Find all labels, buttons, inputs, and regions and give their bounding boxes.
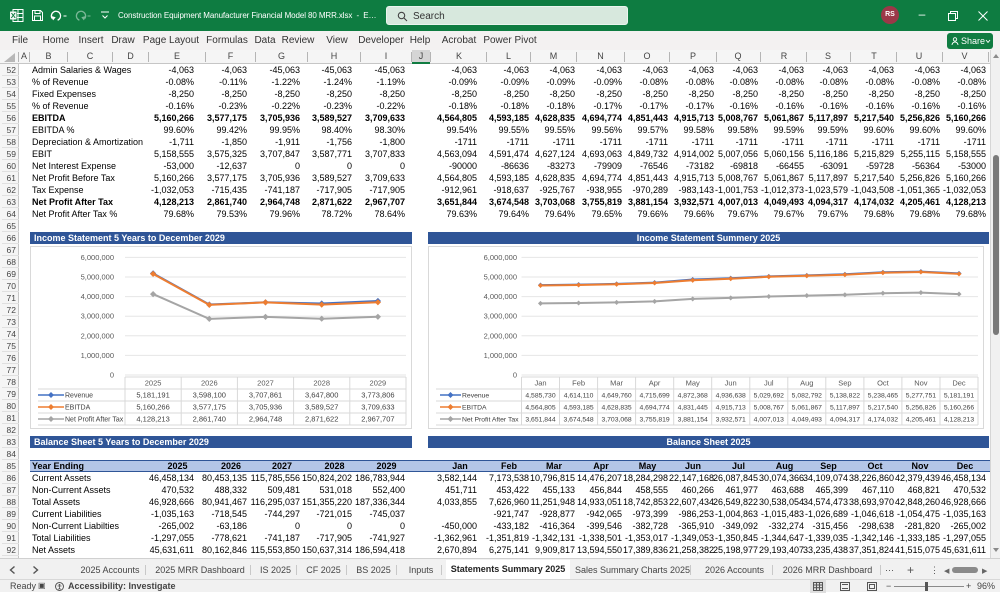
- svg-text:5,238,465: 5,238,465: [868, 393, 898, 400]
- svg-text:3,577,175: 3,577,175: [193, 403, 226, 412]
- svg-text:Jul: Jul: [764, 379, 774, 388]
- svg-text:4,174,032: 4,174,032: [868, 417, 898, 424]
- svg-text:4,564,805: 4,564,805: [525, 405, 555, 412]
- svg-text:3,932,571: 3,932,571: [716, 417, 746, 424]
- svg-text:May: May: [686, 379, 700, 388]
- svg-text:5,061,867: 5,061,867: [792, 405, 822, 412]
- svg-text:2026: 2026: [201, 379, 218, 388]
- svg-text:Revenue: Revenue: [462, 393, 489, 400]
- svg-text:4,007,013: 4,007,013: [754, 417, 784, 424]
- svg-text:Jun: Jun: [725, 379, 737, 388]
- svg-text:0: 0: [513, 371, 517, 380]
- svg-text:1,000,000: 1,000,000: [484, 351, 517, 360]
- svg-text:4,000,000: 4,000,000: [484, 292, 517, 301]
- svg-text:6,000,000: 6,000,000: [81, 253, 114, 262]
- svg-text:2028: 2028: [313, 379, 330, 388]
- svg-text:4,831,445: 4,831,445: [678, 405, 708, 412]
- svg-text:4,715,699: 4,715,699: [639, 393, 669, 400]
- svg-text:6,000,000: 6,000,000: [484, 253, 517, 262]
- svg-text:Net Profit After Tax: Net Profit After Tax: [65, 417, 124, 424]
- svg-text:Net Profit After Tax: Net Profit After Tax: [462, 417, 519, 424]
- svg-text:Mar: Mar: [610, 379, 623, 388]
- svg-text:Dec: Dec: [952, 379, 966, 388]
- svg-text:4,128,213: 4,128,213: [944, 417, 974, 424]
- svg-text:2,861,740: 2,861,740: [193, 415, 226, 424]
- svg-text:4,694,774: 4,694,774: [639, 405, 669, 412]
- svg-text:Feb: Feb: [572, 379, 585, 388]
- svg-text:4,936,638: 4,936,638: [716, 393, 746, 400]
- svg-text:5,160,266: 5,160,266: [136, 403, 169, 412]
- svg-text:3,709,633: 3,709,633: [361, 403, 394, 412]
- svg-text:5,181,191: 5,181,191: [136, 391, 169, 400]
- svg-text:2029: 2029: [370, 379, 387, 388]
- svg-text:5,138,822: 5,138,822: [830, 393, 860, 400]
- svg-text:2,000,000: 2,000,000: [484, 331, 517, 340]
- svg-text:4,128,213: 4,128,213: [136, 415, 169, 424]
- svg-text:4,205,461: 4,205,461: [906, 417, 936, 424]
- svg-text:Nov: Nov: [914, 379, 928, 388]
- svg-text:3,755,819: 3,755,819: [639, 417, 669, 424]
- svg-text:3,705,936: 3,705,936: [249, 403, 282, 412]
- svg-text:4,049,493: 4,049,493: [792, 417, 822, 424]
- svg-text:4,585,730: 4,585,730: [525, 393, 555, 400]
- svg-text:5,008,767: 5,008,767: [754, 405, 784, 412]
- svg-text:Aug: Aug: [800, 379, 813, 388]
- svg-text:3,707,861: 3,707,861: [249, 391, 282, 400]
- svg-text:3,773,806: 3,773,806: [361, 391, 394, 400]
- svg-text:3,651,844: 3,651,844: [525, 417, 555, 424]
- svg-text:Oct: Oct: [877, 379, 890, 388]
- svg-text:5,160,266: 5,160,266: [944, 405, 974, 412]
- svg-text:4,872,368: 4,872,368: [678, 393, 708, 400]
- svg-text:0: 0: [110, 371, 114, 380]
- svg-text:5,029,692: 5,029,692: [754, 393, 784, 400]
- svg-text:4,649,760: 4,649,760: [601, 393, 631, 400]
- svg-text:4,614,110: 4,614,110: [564, 393, 594, 400]
- svg-text:2025: 2025: [145, 379, 162, 388]
- svg-text:5,117,897: 5,117,897: [830, 405, 860, 412]
- svg-text:5,217,540: 5,217,540: [868, 405, 898, 412]
- svg-text:5,000,000: 5,000,000: [81, 273, 114, 282]
- svg-text:4,628,835: 4,628,835: [601, 405, 631, 412]
- svg-text:2,871,622: 2,871,622: [305, 415, 338, 424]
- svg-text:5,256,826: 5,256,826: [906, 405, 936, 412]
- svg-text:5,277,751: 5,277,751: [906, 393, 936, 400]
- svg-text:EBITDA: EBITDA: [462, 405, 487, 412]
- svg-text:2,964,748: 2,964,748: [249, 415, 282, 424]
- svg-text:EBITDA: EBITDA: [65, 405, 91, 412]
- svg-text:Sep: Sep: [838, 379, 851, 388]
- svg-text:5,000,000: 5,000,000: [484, 273, 517, 282]
- svg-text:4,915,713: 4,915,713: [716, 405, 746, 412]
- svg-text:3,000,000: 3,000,000: [484, 312, 517, 321]
- svg-text:4,593,185: 4,593,185: [563, 405, 593, 412]
- svg-text:3,674,548: 3,674,548: [563, 417, 593, 424]
- svg-text:X: X: [11, 11, 16, 20]
- svg-text:2,000,000: 2,000,000: [81, 331, 114, 340]
- svg-text:Revenue: Revenue: [65, 393, 93, 400]
- svg-text:4,094,317: 4,094,317: [830, 417, 860, 424]
- svg-text:Jan: Jan: [534, 379, 546, 388]
- svg-text:4,000,000: 4,000,000: [81, 292, 114, 301]
- svg-text:5,181,191: 5,181,191: [944, 393, 974, 400]
- svg-text:3,589,527: 3,589,527: [305, 403, 338, 412]
- svg-text:5,082,792: 5,082,792: [792, 393, 822, 400]
- svg-text:2,967,707: 2,967,707: [361, 415, 394, 424]
- svg-text:2027: 2027: [257, 379, 274, 388]
- svg-text:1,000,000: 1,000,000: [81, 351, 114, 360]
- svg-text:3,647,800: 3,647,800: [305, 391, 338, 400]
- svg-text:Apr: Apr: [649, 379, 661, 388]
- svg-text:3,703,068: 3,703,068: [601, 417, 631, 424]
- svg-text:3,000,000: 3,000,000: [81, 312, 114, 321]
- svg-text:3,881,154: 3,881,154: [678, 417, 708, 424]
- svg-text:3,598,100: 3,598,100: [193, 391, 226, 400]
